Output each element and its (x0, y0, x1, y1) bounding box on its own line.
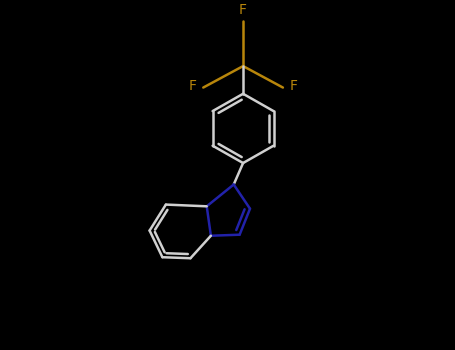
Text: F: F (189, 79, 197, 93)
Text: F: F (289, 79, 297, 93)
Text: F: F (239, 3, 247, 17)
